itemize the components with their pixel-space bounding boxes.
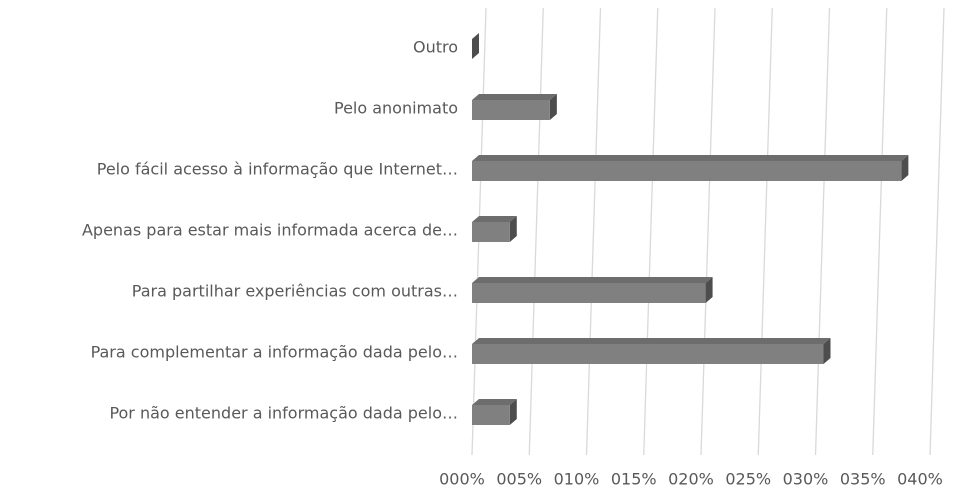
bar-side	[509, 399, 517, 425]
bar-side	[901, 155, 909, 181]
x-tick-label: 030%	[783, 470, 829, 489]
bar-top	[472, 216, 517, 222]
bar	[472, 222, 510, 242]
grid-line	[700, 7, 716, 456]
x-tick-label: 000%	[439, 470, 485, 489]
x-tick-label: 010%	[554, 470, 600, 489]
y-tick-label: Outro	[413, 38, 458, 57]
bar	[472, 100, 550, 120]
x-tick-label: 020%	[668, 470, 714, 489]
y-tick-label: Para complementar a informação dada pelo…	[91, 343, 458, 362]
bar-top	[472, 277, 713, 283]
bar-side	[509, 216, 517, 242]
bar	[472, 161, 902, 181]
y-tick-label: Por não entender a informação dada pelo…	[109, 404, 458, 423]
bar	[472, 283, 706, 303]
bar-top	[472, 94, 557, 100]
x-tick-label: 040%	[897, 470, 943, 489]
grid-line	[528, 7, 544, 456]
y-tick-label: Pelo fácil acesso à informação que Inter…	[97, 160, 458, 179]
bar	[472, 344, 824, 364]
y-tick-label: Apenas para estar mais informada acerca …	[82, 221, 458, 240]
y-tick-label: Para partilhar experiências com outras…	[132, 282, 458, 301]
grid-line	[929, 7, 945, 456]
x-tick-label: 015%	[611, 470, 657, 489]
grid-line	[757, 7, 773, 456]
x-tick-label: 025%	[725, 470, 771, 489]
bar-side	[472, 33, 479, 59]
grid-line	[643, 7, 659, 456]
bar-side	[823, 338, 831, 364]
x-tick-label: 035%	[840, 470, 886, 489]
x-tick-label: 005%	[496, 470, 542, 489]
bar-top	[472, 338, 831, 344]
bar-side	[549, 94, 557, 120]
grid-line	[872, 7, 888, 456]
grid-line	[814, 7, 831, 456]
bar-side	[705, 277, 713, 303]
bar-top	[472, 155, 909, 161]
grid-line	[585, 7, 602, 456]
bar-top	[472, 399, 517, 405]
bar	[472, 405, 510, 425]
y-tick-label: Pelo anonimato	[334, 99, 458, 118]
